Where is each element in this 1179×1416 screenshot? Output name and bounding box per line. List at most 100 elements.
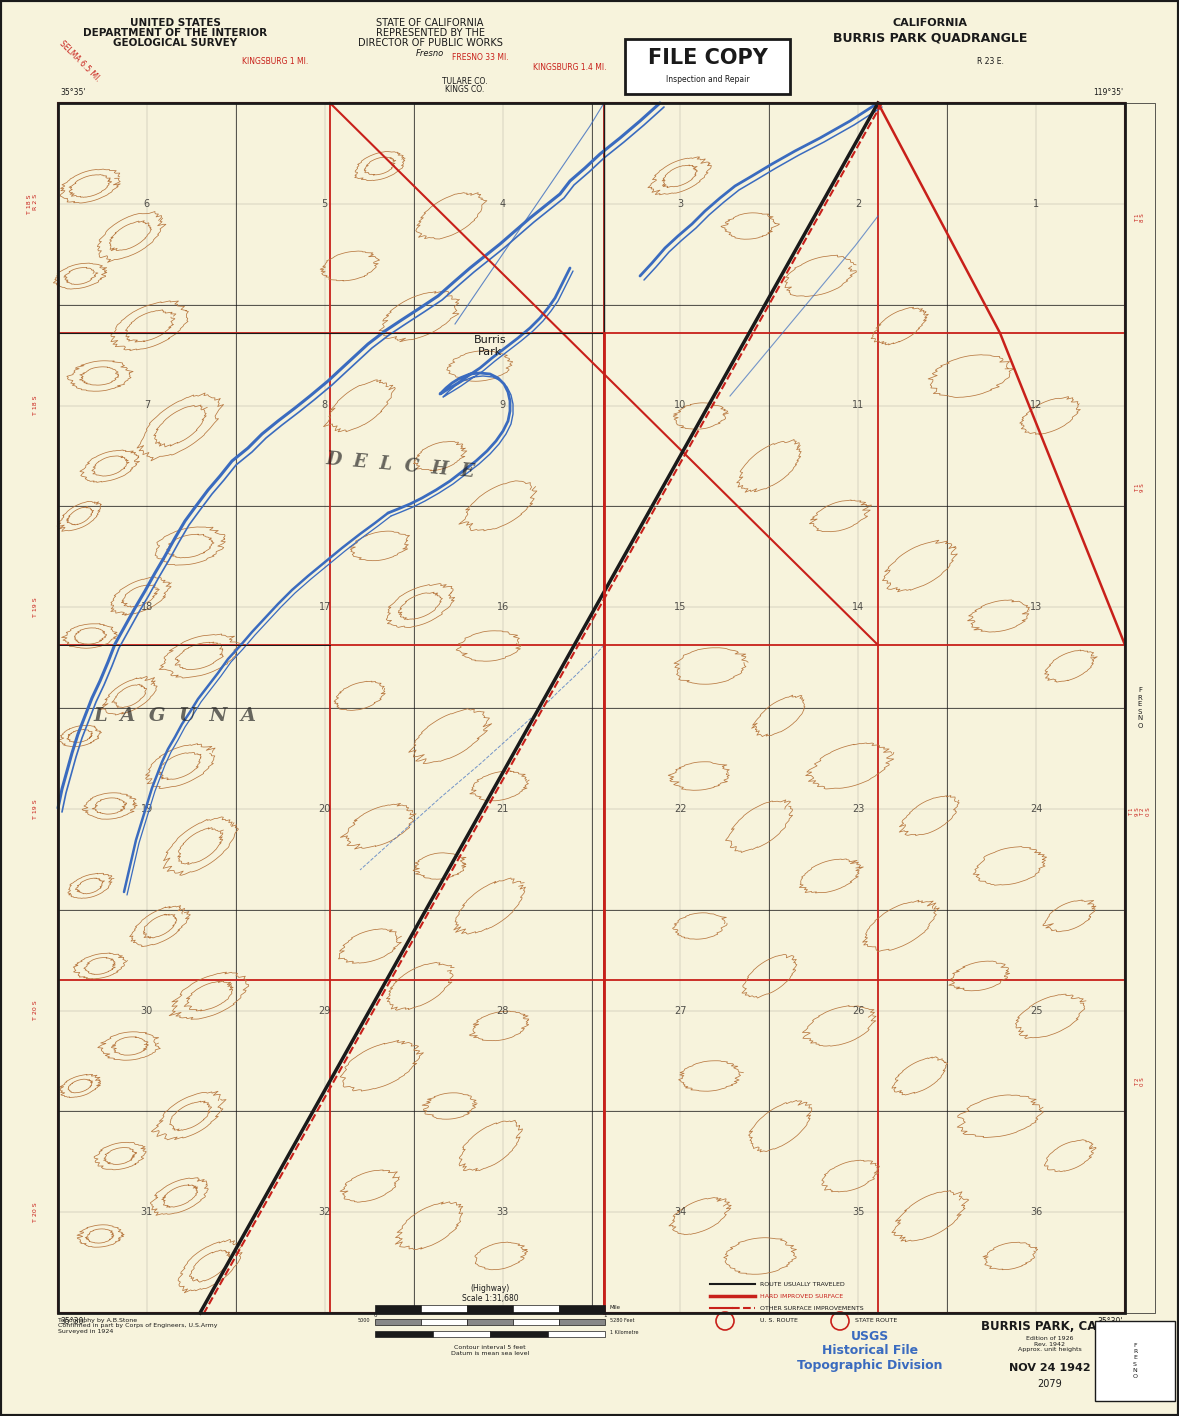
Text: 2079: 2079 [1038, 1379, 1062, 1389]
Text: F
R
E
S
N
O: F R E S N O [1138, 688, 1142, 728]
Text: 5: 5 [322, 198, 328, 208]
Text: NOV 24 1942: NOV 24 1942 [1009, 1364, 1091, 1374]
Text: FRESNO 33 MI.: FRESNO 33 MI. [452, 54, 508, 62]
Text: FILE COPY: FILE COPY [647, 48, 768, 68]
Text: 35°35': 35°35' [60, 88, 86, 98]
Bar [513, 1318, 559, 1325]
Text: (Highway): (Highway) [470, 1284, 509, 1293]
Text: 5280 Feet: 5280 Feet [610, 1318, 634, 1323]
Text: T 20 S: T 20 S [33, 1202, 38, 1222]
Text: Contour interval 5 feet
Datum is mean sea level: Contour interval 5 feet Datum is mean se… [450, 1345, 529, 1355]
Text: D  E  L  C  H  E: D E L C H E [324, 450, 475, 481]
Text: 31: 31 [140, 1208, 153, 1218]
Text: STATE ROUTE: STATE ROUTE [855, 1318, 897, 1324]
Bar [421, 1318, 467, 1325]
Text: KINGSBURG 1.4 MI.: KINGSBURG 1.4 MI. [533, 64, 607, 72]
Text: Burris
Park: Burris Park [474, 336, 506, 357]
Text: 4: 4 [500, 198, 506, 208]
Text: SELMA 6.5 MI.: SELMA 6.5 MI. [58, 38, 103, 84]
Text: 7: 7 [144, 401, 150, 411]
Text: R 23 E.: R 23 E. [976, 57, 1003, 65]
Text: 24: 24 [1030, 804, 1042, 814]
Text: F
R
E
S
N
O: F R E S N O [1133, 1342, 1138, 1379]
Bar [1095, 1321, 1175, 1400]
Bar [559, 1318, 605, 1325]
Text: Edition of 1926
Rev. 1942
Approx. unit heights: Edition of 1926 Rev. 1942 Approx. unit h… [1019, 1335, 1082, 1352]
Bar [421, 1306, 467, 1313]
Text: Mile: Mile [610, 1306, 621, 1310]
Text: 27: 27 [674, 1005, 686, 1015]
Bar [1125, 103, 1155, 1313]
Text: DEPARTMENT OF THE INTERIOR: DEPARTMENT OF THE INTERIOR [83, 28, 268, 38]
Text: 21: 21 [496, 804, 509, 814]
Text: 32: 32 [318, 1208, 331, 1218]
Bar [513, 1306, 559, 1313]
Text: 6: 6 [144, 198, 150, 208]
Text: GEOLOGICAL SURVEY: GEOLOGICAL SURVEY [113, 38, 237, 48]
Text: 35°30': 35°30' [1098, 1317, 1124, 1325]
Text: 3: 3 [678, 198, 684, 208]
Text: T 18 S
R 2 S: T 18 S R 2 S [27, 194, 38, 214]
Bar [547, 1331, 605, 1337]
Text: 35: 35 [852, 1208, 864, 1218]
Text: 20: 20 [318, 804, 331, 814]
Text: 34: 34 [674, 1208, 686, 1218]
Text: 29: 29 [318, 1005, 331, 1015]
Bar [58, 103, 1125, 1313]
Text: KINGS CO.: KINGS CO. [446, 85, 485, 95]
Text: Topography by A.B.Stone
Confirmed in part by Corps of Engineers, U.S.Army
Survey: Topography by A.B.Stone Confirmed in par… [58, 1318, 217, 1334]
Bar [490, 1331, 547, 1337]
Text: 19: 19 [140, 804, 153, 814]
Text: 36': 36' [1129, 201, 1139, 207]
Text: Scale 1:31,680: Scale 1:31,680 [462, 1294, 519, 1303]
Text: 33: 33 [496, 1208, 508, 1218]
Bar [433, 1331, 490, 1337]
Text: KINGSBURG 1 MI.: KINGSBURG 1 MI. [242, 57, 308, 65]
Text: CALIFORNIA: CALIFORNIA [893, 18, 968, 28]
Text: L  A  G  U  N  A: L A G U N A [93, 707, 257, 725]
Text: 1: 1 [604, 1313, 607, 1318]
Bar [375, 1306, 421, 1313]
Text: T 19 S: T 19 S [33, 799, 38, 818]
Text: T 1
8 S: T 1 8 S [1134, 214, 1146, 222]
Bar [467, 1318, 513, 1325]
Text: BURRIS PARK QUADRANGLE: BURRIS PARK QUADRANGLE [832, 31, 1027, 44]
Text: Inspection and Repair: Inspection and Repair [666, 75, 750, 84]
Text: 8: 8 [322, 401, 328, 411]
Text: OTHER SURFACE IMPROVEMENTS: OTHER SURFACE IMPROVEMENTS [760, 1306, 864, 1310]
Bar [58, 103, 1125, 1313]
Text: UNITED STATES: UNITED STATES [130, 18, 220, 28]
Text: 36: 36 [1030, 1208, 1042, 1218]
Bar [375, 1318, 421, 1325]
Text: USGS
Historical File
Topographic Division: USGS Historical File Topographic Divisio… [797, 1330, 943, 1372]
Text: STATE OF CALIFORNIA: STATE OF CALIFORNIA [376, 18, 483, 28]
Text: 17: 17 [318, 602, 331, 612]
Text: REPRESENTED BY THE: REPRESENTED BY THE [375, 28, 485, 38]
Text: 18: 18 [140, 602, 153, 612]
Text: T 18 S: T 18 S [33, 395, 38, 415]
Text: 26: 26 [852, 1005, 864, 1015]
Text: U. S. ROUTE: U. S. ROUTE [760, 1318, 798, 1324]
Text: 28: 28 [496, 1005, 509, 1015]
Bar [375, 1331, 433, 1337]
Text: 12: 12 [1030, 401, 1042, 411]
Bar [625, 38, 790, 93]
Text: R 22 E.: R 22 E. [727, 57, 755, 65]
Text: 16: 16 [496, 602, 508, 612]
Text: BURRIS PARK, CALIF.: BURRIS PARK, CALIF. [981, 1320, 1119, 1332]
Text: 35°30': 35°30' [60, 1317, 86, 1325]
Text: T 19 S: T 19 S [33, 598, 38, 617]
Text: 9: 9 [500, 401, 506, 411]
Text: 2: 2 [855, 198, 862, 208]
Text: ROUTE USUALLY TRAVELED: ROUTE USUALLY TRAVELED [760, 1281, 844, 1287]
Text: TULARE CO.: TULARE CO. [442, 76, 488, 85]
Text: Fresno: Fresno [416, 48, 444, 58]
Text: T 2
0 S: T 2 0 S [1134, 1078, 1146, 1086]
Text: 13: 13 [1030, 602, 1042, 612]
Text: HARD IMPROVED SURFACE: HARD IMPROVED SURFACE [760, 1293, 843, 1298]
Text: 10: 10 [674, 401, 686, 411]
Text: 11: 11 [852, 401, 864, 411]
Text: T 20 S: T 20 S [33, 1001, 38, 1021]
Text: 30: 30 [140, 1005, 153, 1015]
Text: 15: 15 [674, 602, 686, 612]
